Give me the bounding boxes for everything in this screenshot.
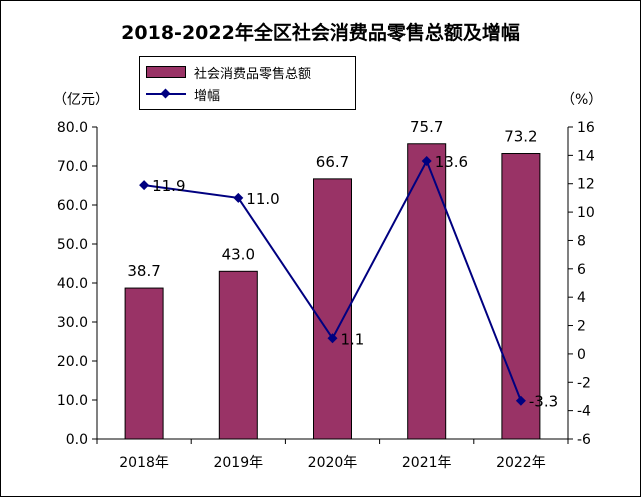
growth-point [515, 395, 526, 406]
growth-value-label: 13.6 [435, 153, 468, 171]
bar-value-label: 66.7 [316, 153, 349, 171]
y-right-tick-label: 8 [577, 233, 586, 249]
legend-bar-swatch [146, 66, 186, 78]
y-right-tick-label: -4 [577, 404, 591, 420]
y-left-tick-label: 80.0 [57, 120, 88, 136]
x-tick-label: 2022年 [496, 455, 546, 471]
legend-line-swatch [146, 88, 186, 100]
bar-value-label: 75.7 [410, 118, 443, 136]
y-left-tick-label: 40.0 [57, 276, 88, 292]
y-left-tick-label: 0.0 [66, 432, 88, 448]
y-right-tick-label: 4 [577, 290, 586, 306]
legend: 社会消费品零售总额 增幅 [139, 56, 356, 110]
y-right-tick-label: 2 [577, 319, 586, 335]
right-axis-unit: （%） [561, 92, 603, 108]
growth-value-label: 1.1 [341, 330, 365, 348]
y-right-tick-label: -2 [577, 375, 591, 391]
y-left-tick-label: 70.0 [57, 159, 88, 175]
bar-value-label: 38.7 [127, 262, 160, 280]
growth-value-label: 11.9 [152, 177, 185, 195]
y-left-tick-label: 50.0 [57, 237, 88, 253]
growth-point [233, 192, 244, 203]
y-left-tick-label: 60.0 [57, 198, 88, 214]
y-right-tick-label: 6 [577, 262, 586, 278]
chart-title: 2018-2022年全区社会消费品零售总额及增幅 [121, 22, 520, 44]
y-right-tick-label: -6 [577, 432, 591, 448]
y-right-tick-label: 12 [577, 177, 595, 193]
growth-point [139, 180, 150, 191]
growth-value-label: 11.0 [246, 190, 279, 208]
bar-value-label: 73.2 [504, 128, 537, 146]
left-axis-unit: （亿元） [53, 92, 109, 108]
bar [124, 287, 164, 440]
bar [313, 178, 352, 440]
y-left-tick-label: 20.0 [57, 354, 88, 370]
legend-bar-label: 社会消费品零售总额 [194, 66, 312, 82]
growth-point [327, 333, 338, 344]
bar [501, 153, 541, 440]
legend-item-bar: 社会消费品零售总额 [146, 62, 311, 82]
y-right-tick-label: 10 [577, 205, 595, 221]
x-tick-label: 2019年 [213, 455, 263, 471]
y-right-tick-label: 14 [577, 148, 595, 164]
y-right-tick-label: 0 [577, 347, 586, 363]
x-tick-label: 2018年 [119, 455, 169, 471]
legend-item-line: 增幅 [146, 84, 220, 104]
growth-value-label: -3.3 [529, 393, 558, 411]
x-tick-label: 2021年 [402, 455, 452, 471]
legend-line-label: 增幅 [194, 88, 221, 104]
y-left-tick-label: 30.0 [57, 315, 88, 331]
bar-value-label: 43.0 [222, 245, 255, 263]
y-left-tick-label: 10.0 [57, 393, 88, 409]
bar [218, 270, 258, 440]
y-right-tick-label: 16 [577, 120, 595, 136]
x-tick-label: 2020年 [308, 455, 358, 471]
growth-point [421, 156, 432, 167]
